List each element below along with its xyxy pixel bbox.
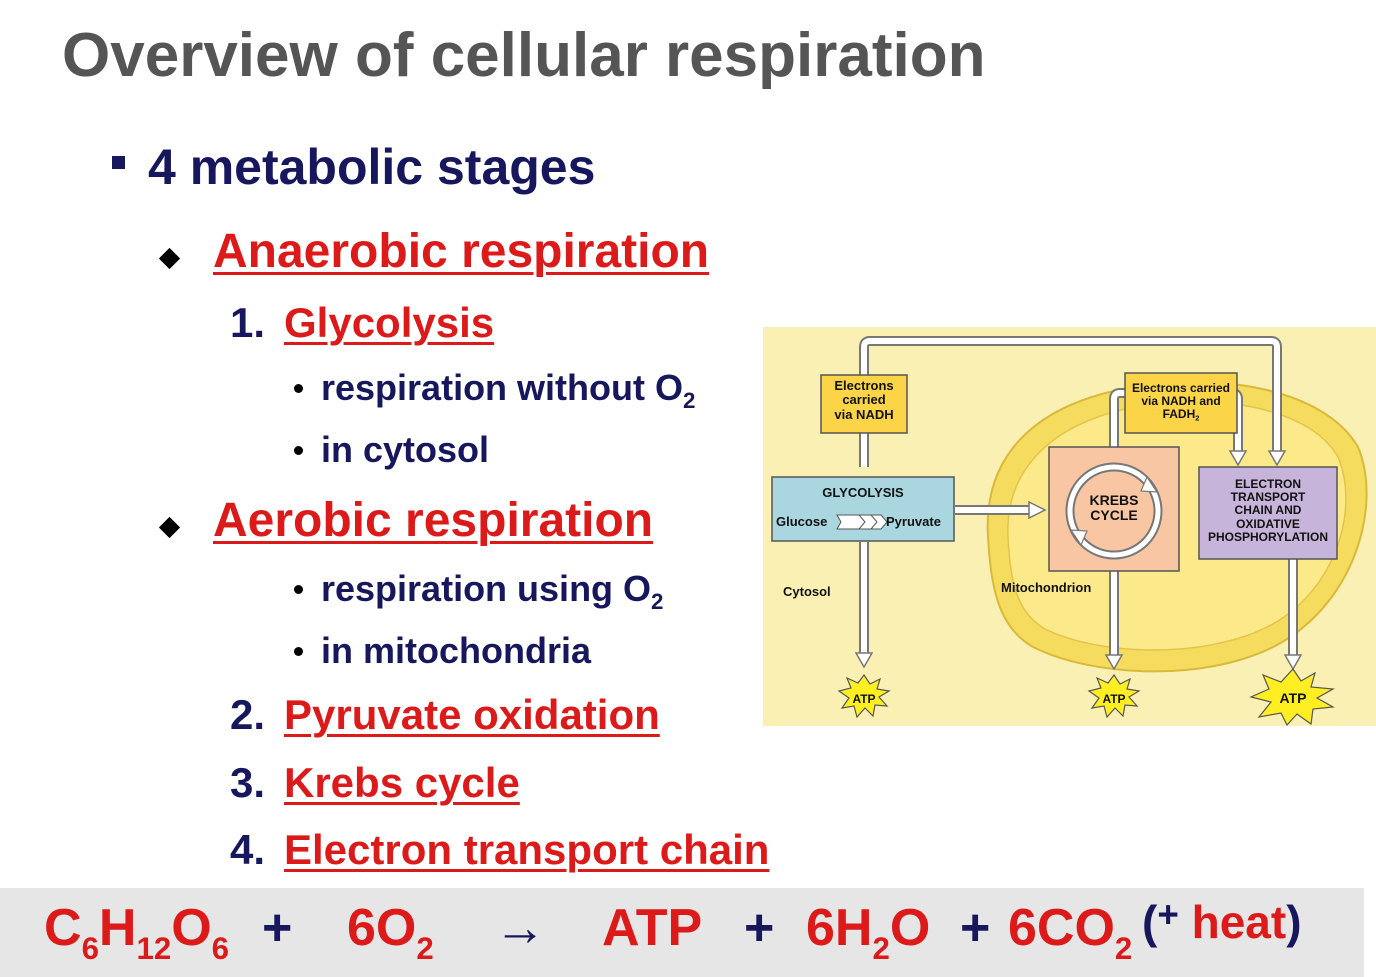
atp-label-krebs: ATP: [1099, 693, 1129, 706]
glucose-label: Glucose: [776, 515, 827, 529]
equation-co2: 6CO2: [1008, 898, 1132, 958]
bullet-diamond-icon: [159, 248, 180, 269]
step-electron-transport-chain: Electron transport chain: [284, 826, 769, 874]
equation-glucose: C6H12O6: [44, 898, 229, 958]
equation-plus-3: +: [960, 898, 990, 958]
anaerobic-bullet-1: respiration without O2: [321, 367, 695, 409]
equation-oxygen: 6O2: [347, 898, 434, 958]
glycolysis-title: GLYCOLYSIS: [772, 486, 954, 500]
stages-heading: 4 metabolic stages: [148, 138, 595, 196]
bullet-dot-icon: [294, 384, 303, 393]
equation-plus-2: +: [744, 898, 774, 958]
step-glycolysis: Glycolysis: [284, 299, 494, 347]
equation-plus-1: +: [262, 898, 292, 958]
bullet-square-icon: [112, 156, 125, 169]
etc-label: ELECTRON TRANSPORT CHAIN AND OXIDATIVE PHOSP…: [1199, 478, 1337, 544]
equation-water: 6H2O: [806, 898, 930, 958]
slide-title: Overview of cellular respiration: [62, 20, 985, 91]
respiration-diagram: Electrons carried via NADH Electrons carri…: [763, 327, 1376, 726]
bullet-diamond-icon: [159, 517, 180, 538]
electrons-nadh-label: Electrons carried via NADH: [821, 379, 907, 422]
cytosol-label: Cytosol: [783, 585, 831, 599]
equation-heat: (+ heat): [1142, 894, 1302, 949]
bullet-dot-icon: [294, 585, 303, 594]
electrons-nadh-fadh-label: Electrons carried via NADH and FADH2: [1125, 382, 1237, 422]
equation-arrow: →: [494, 898, 546, 958]
pyruvate-label: Pyruvate: [886, 515, 941, 529]
step-pyruvate-oxidation: Pyruvate oxidation: [284, 691, 660, 739]
bullet-dot-icon: [294, 446, 303, 455]
step-1-number: 1.: [230, 299, 265, 347]
step-4-number: 4.: [230, 826, 265, 874]
krebs-cycle-label: KREBS CYCLE: [1074, 493, 1154, 524]
bullet-dot-icon: [294, 647, 303, 656]
mitochondrion-label: Mitochondrion: [1001, 581, 1091, 595]
aerobic-bullet-1: respiration using O2: [321, 568, 663, 610]
step-2-number: 2.: [230, 691, 265, 739]
step-krebs-cycle: Krebs cycle: [284, 759, 520, 807]
anaerobic-heading: Anaerobic respiration: [213, 224, 709, 279]
aerobic-heading: Aerobic respiration: [213, 493, 653, 548]
anaerobic-bullet-2: in cytosol: [321, 429, 489, 471]
equation-atp: ATP: [602, 898, 702, 958]
atp-label-etc: ATP: [1275, 691, 1311, 706]
atp-label-glycolysis: ATP: [849, 693, 879, 706]
aerobic-bullet-2: in mitochondria: [321, 630, 591, 672]
step-3-number: 3.: [230, 759, 265, 807]
